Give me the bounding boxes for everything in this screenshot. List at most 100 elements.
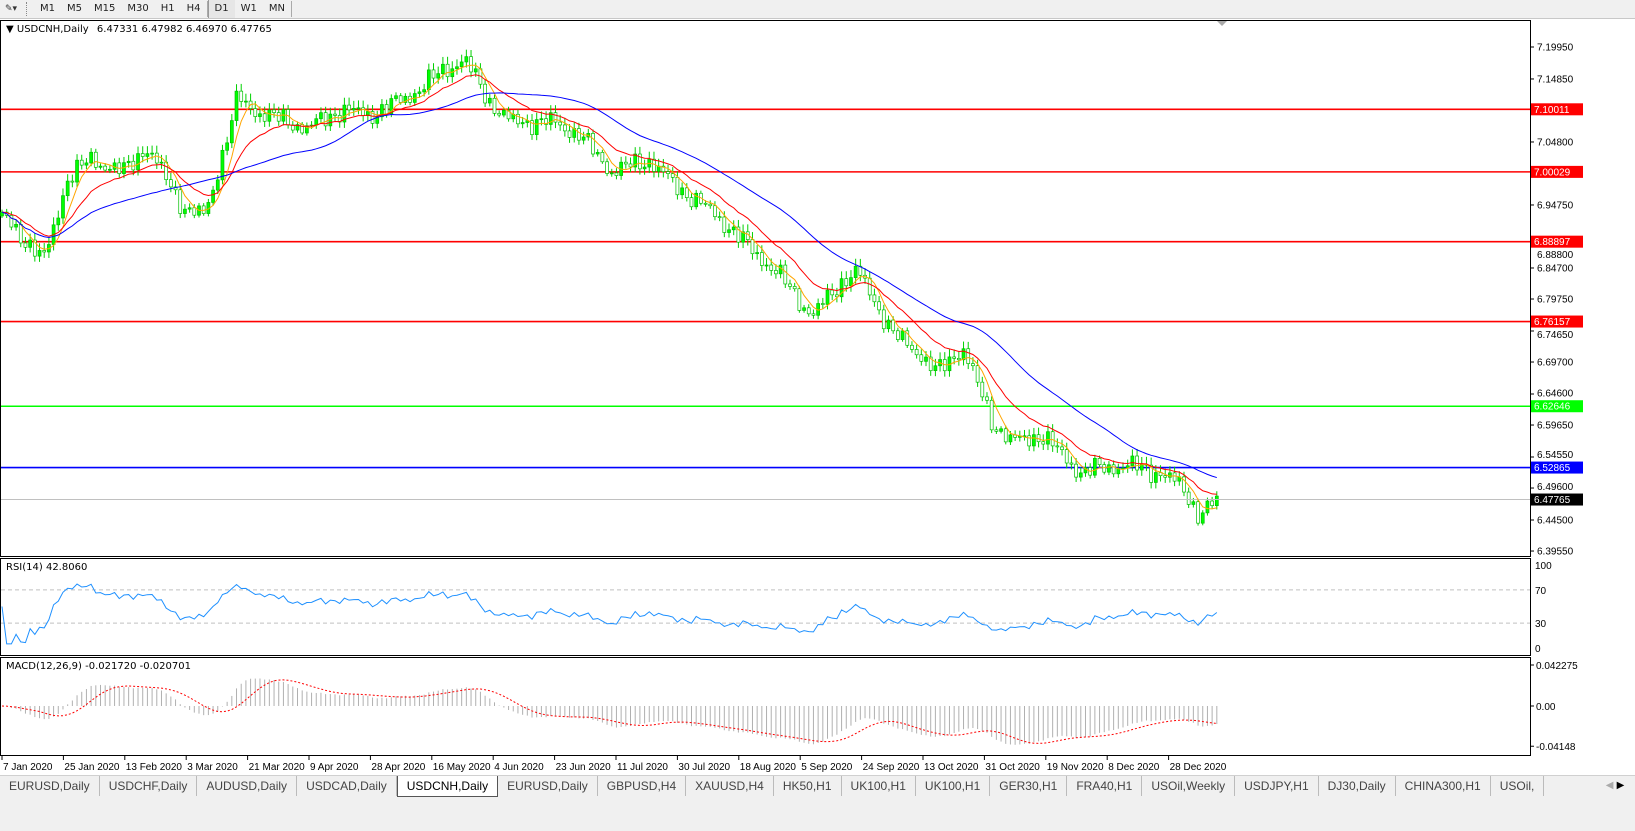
chart-tab[interactable]: CHINA300,H1 (1396, 776, 1491, 796)
date-tick-label: 9 Apr 2020 (310, 762, 359, 773)
candle (75, 154, 79, 187)
rsi-panel (0, 558, 1531, 656)
candle-body (839, 278, 844, 298)
timeframe-m30[interactable]: M30 (127, 3, 149, 14)
chart-tab[interactable]: GBPUSD,H4 (598, 776, 687, 796)
candle (1205, 497, 1210, 516)
collapse-triangle-icon[interactable]: ▼ (6, 24, 14, 35)
candle-body (914, 349, 919, 356)
timeframe-h1[interactable]: H1 (160, 3, 175, 14)
candle-body (750, 239, 755, 255)
chart-tab[interactable]: EURUSD,Daily (0, 776, 100, 796)
candle (1130, 449, 1135, 472)
main-panel (0, 20, 1531, 557)
chart-tab[interactable]: DJ30,Daily (1319, 776, 1396, 796)
rsi-tick-label: 100 (1535, 561, 1552, 572)
candle-body (1200, 512, 1205, 524)
candle-body (741, 231, 745, 243)
status-area (0, 797, 1635, 831)
timeframe-w1[interactable]: W1 (240, 3, 257, 14)
candle (497, 110, 502, 118)
candle (881, 304, 886, 333)
chart-tab[interactable]: USDJPY,H1 (1235, 776, 1319, 796)
chart-tab[interactable]: USDCHF,Daily (100, 776, 198, 796)
chart-window[interactable]: 7.19950 7.14850 7.04800 6.94750 6.88800 6.847… (0, 20, 1635, 773)
candle-body (680, 187, 684, 196)
candle-body (544, 118, 548, 125)
candle-body (577, 128, 581, 141)
date-tick-label: 23 Jun 2020 (556, 762, 611, 773)
candle-body (169, 179, 173, 188)
candle-body (1172, 472, 1177, 482)
candle-body (924, 356, 928, 362)
candle (183, 204, 187, 218)
draw-tools-icon[interactable]: ✎▾ (4, 4, 18, 14)
chart-canvas[interactable]: 7.19950 7.14850 7.04800 6.94750 6.88800 6.847… (0, 20, 1635, 773)
candle-body (520, 122, 525, 125)
chart-tab[interactable]: EURUSD,Daily (498, 776, 598, 796)
candle-body (469, 56, 473, 73)
candle-body (234, 90, 239, 121)
candle-body (670, 173, 675, 178)
chart-tab[interactable]: HK50,H1 (774, 776, 842, 796)
candle-body (872, 294, 877, 303)
candle-body (558, 121, 563, 126)
candle (1163, 468, 1168, 483)
candle-body (896, 330, 900, 340)
candle (234, 84, 239, 127)
candle (820, 297, 825, 309)
chart-tab[interactable]: GER30,H1 (990, 776, 1068, 796)
candle (980, 376, 985, 402)
chart-tab[interactable]: FRA40,H1 (1067, 776, 1143, 796)
candle (178, 184, 183, 219)
level-price-label: 6.76157 (1534, 317, 1571, 328)
scroll-right-icon: ▶ (1616, 780, 1625, 791)
candle-body (792, 286, 797, 290)
tab-scroll-arrows[interactable]: ◀ ▶ (1595, 776, 1635, 797)
date-tick-label: 30 Jul 2020 (678, 762, 730, 773)
chart-tab[interactable]: USOil, (1491, 776, 1545, 796)
chart-tab[interactable]: USOil,Weekly (1142, 776, 1236, 796)
chart-tab[interactable]: USDCAD,Daily (297, 776, 397, 796)
candle-body (1008, 434, 1013, 443)
chart-tab[interactable]: USDCNH,Daily (396, 776, 499, 797)
chart-tab[interactable]: UK100,H1 (842, 776, 916, 796)
timeframe-d1[interactable]: D1 (207, 0, 235, 18)
candle (919, 349, 924, 366)
price-tick-label: 6.64600 (1537, 389, 1574, 400)
candle (910, 341, 914, 353)
candle (956, 350, 961, 366)
candle-body (183, 208, 187, 214)
candle (487, 93, 492, 107)
candle-body (591, 133, 595, 155)
chart-tab[interactable]: UK100,H1 (916, 776, 991, 796)
toolbar-grip[interactable] (26, 2, 30, 16)
price-tick-label: 6.49600 (1537, 482, 1574, 493)
candle-body (384, 104, 389, 115)
candle (577, 122, 581, 145)
candle-body (534, 119, 539, 135)
timeframe-m1[interactable]: M1 (40, 3, 55, 14)
candle (581, 131, 586, 145)
candle (1186, 487, 1191, 509)
timeframe-m5[interactable]: M5 (67, 3, 82, 14)
timeframe-m15[interactable]: M15 (94, 3, 116, 14)
moving-average-line (1, 74, 1217, 495)
candle (727, 223, 731, 238)
candle-body (56, 217, 61, 226)
chart-tab[interactable]: AUDUSD,Daily (197, 776, 298, 796)
candle (431, 63, 436, 84)
candle-body (881, 309, 886, 330)
candle-body (445, 63, 450, 78)
candle-body (42, 250, 47, 253)
candle (65, 174, 70, 202)
candle (896, 327, 900, 343)
candle (811, 309, 816, 319)
candle (1200, 510, 1205, 526)
candle-body (713, 205, 717, 218)
candle-body (1186, 491, 1191, 505)
timeframe-mn[interactable]: MN (268, 3, 285, 14)
timeframe-h4[interactable]: H4 (186, 3, 201, 14)
chart-tab[interactable]: XAUUSD,H4 (686, 776, 774, 796)
current-price-badge (1531, 493, 1583, 506)
